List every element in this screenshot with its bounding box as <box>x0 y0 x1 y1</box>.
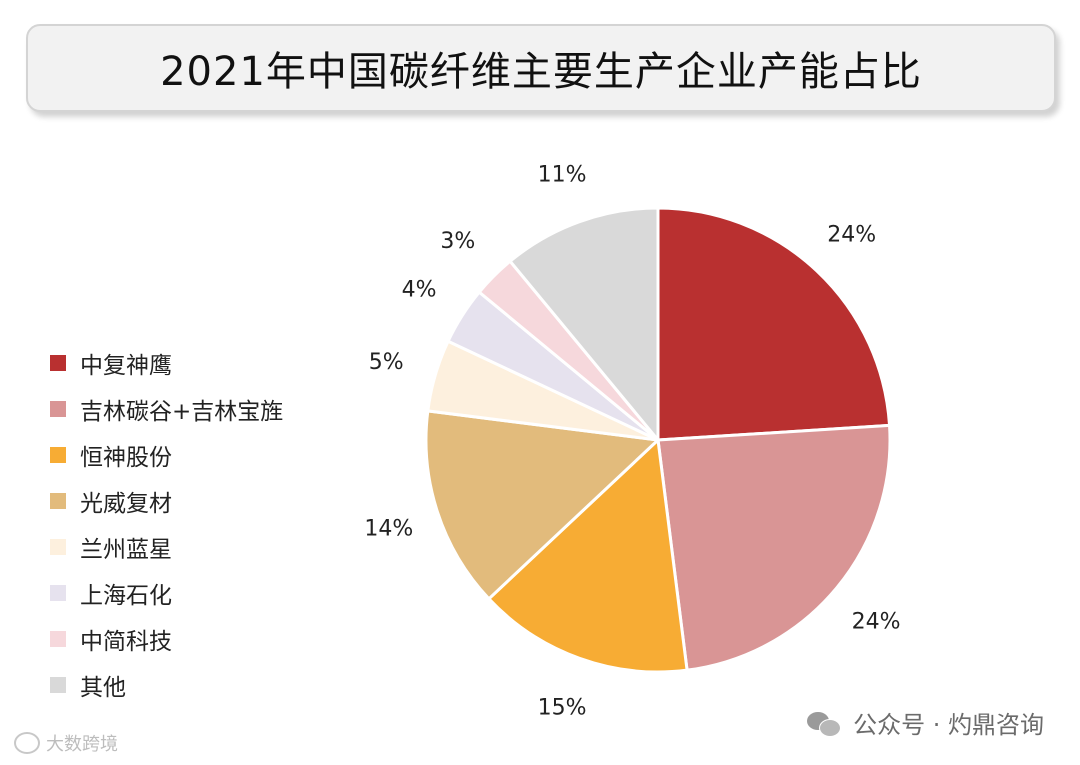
legend-swatch <box>50 677 66 693</box>
legend-swatch <box>50 631 66 647</box>
pie-slice <box>656 423 892 672</box>
legend-label: 上海石化 <box>80 583 172 609</box>
legend-label: 中复神鹰 <box>80 353 172 379</box>
legend-item: 兰州蓝星 <box>50 524 283 570</box>
slice-label: 24% <box>852 609 901 634</box>
slice-label: 14% <box>364 516 413 541</box>
pie-slice <box>486 436 689 674</box>
corner-logo-text: 大数跨境 <box>46 734 118 755</box>
legend-swatch <box>50 585 66 601</box>
legend-label: 光威复材 <box>80 491 172 517</box>
title-banner: 2021年中国碳纤维主要生产企业产能占比 <box>26 24 1056 112</box>
pie-slice <box>656 206 892 442</box>
slice-label: 4% <box>402 277 437 302</box>
slice-label: 5% <box>369 350 404 375</box>
legend-swatch <box>50 539 66 555</box>
legend-swatch <box>50 355 66 371</box>
legend-swatch <box>50 493 66 509</box>
legend-swatch <box>50 401 66 417</box>
legend-item: 中简科技 <box>50 616 283 662</box>
legend-label: 中简科技 <box>80 629 172 655</box>
legend-label: 吉林碳谷+吉林宝旌 <box>80 399 284 425</box>
corner-logo: 大数跨境 <box>14 730 118 756</box>
legend-item: 吉林碳谷+吉林宝旌 <box>50 386 283 432</box>
wechat-icon <box>807 710 842 737</box>
legend-item: 上海石化 <box>50 570 283 616</box>
legend-item: 恒神股份 <box>50 432 283 478</box>
legend-swatch <box>50 447 66 463</box>
chart-legend: 中复神鹰吉林碳谷+吉林宝旌 恒神股份光威复材兰州蓝星上海石化中简科技其他 <box>50 340 283 708</box>
pie-slice <box>424 409 662 601</box>
legend-label: 兰州蓝星 <box>80 537 172 563</box>
legend-label: 其他 <box>80 675 126 701</box>
slice-label: 24% <box>827 223 876 248</box>
legend-label: 恒神股份 <box>80 445 172 471</box>
watermark-text: 公众号 · 灼鼎咨询 <box>853 711 1044 739</box>
slice-label: 11% <box>538 163 587 188</box>
legend-item: 光威复材 <box>50 478 283 524</box>
slice-label: 15% <box>538 695 587 720</box>
slice-label: 3% <box>440 229 475 254</box>
brand-logo-icon <box>14 732 40 754</box>
legend-item: 其他 <box>50 662 283 708</box>
pie-slice <box>508 206 660 445</box>
watermark: 公众号 · 灼鼎咨询 <box>807 705 1044 740</box>
chart-title: 2021年中国碳纤维主要生产企业产能占比 <box>160 49 922 95</box>
legend-item: 中复神鹰 <box>50 340 283 386</box>
